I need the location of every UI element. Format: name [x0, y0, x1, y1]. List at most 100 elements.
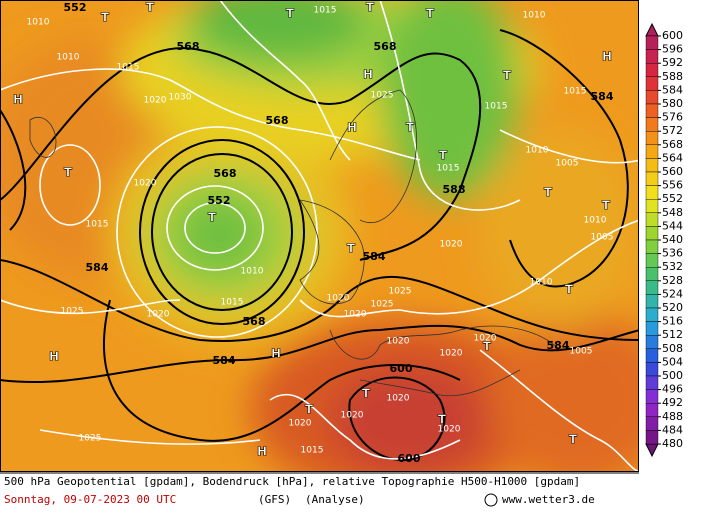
map-label: 1010 — [27, 18, 50, 28]
colorbar-tick-label: 480 — [662, 437, 683, 450]
colorbar-swatch — [645, 130, 659, 145]
colorbar-tick-label: 484 — [662, 423, 683, 436]
colorbar-swatch — [645, 294, 659, 309]
map-label: 1015 — [86, 220, 109, 230]
map-label: 552 — [208, 194, 231, 207]
colorbar-swatch — [645, 226, 659, 241]
map-label: 568 — [214, 167, 237, 180]
colorbar-tick-label: 576 — [662, 111, 683, 124]
map-label: H — [271, 347, 281, 361]
colorbar-tick-label: 552 — [662, 192, 683, 205]
colorbar-swatch — [645, 253, 659, 268]
colorbar-tick-label: 516 — [662, 315, 683, 328]
footer-model: (GFS) — [258, 493, 291, 506]
colorbar-swatch — [645, 171, 659, 186]
colorbar-tick-label: 564 — [662, 151, 683, 164]
map-label: T — [439, 149, 448, 163]
colorbar-tick-label: 500 — [662, 369, 683, 382]
map-label: T — [483, 340, 492, 354]
map-label: T — [347, 242, 356, 256]
map-label: T — [406, 121, 415, 135]
map-label: 1015 — [301, 446, 324, 456]
map-label: 1010 — [584, 216, 607, 226]
map-label: 1015 — [437, 164, 460, 174]
map-label: 1020 — [289, 419, 312, 429]
coastlines — [29, 89, 561, 397]
colorbar-swatch — [645, 280, 659, 295]
colorbar-swatch — [645, 362, 659, 377]
colorbar-tick-label: 596 — [662, 43, 683, 56]
map-label: T — [544, 186, 553, 200]
colorbar-swatch — [645, 430, 659, 445]
colorbar-tick-label: 488 — [662, 410, 683, 423]
map-label: T — [503, 69, 512, 83]
colorbar-tick-label: 580 — [662, 97, 683, 110]
colorbar-tick-label: 540 — [662, 233, 683, 246]
map-label: 1025 — [371, 300, 394, 310]
map-label: 584 — [363, 250, 386, 263]
map-label: 1020 — [327, 294, 350, 304]
map-label: 1025 — [389, 287, 412, 297]
colorbar-tick-label: 544 — [662, 219, 683, 232]
map-label: T — [602, 199, 611, 213]
footer-run: (Analyse) — [305, 493, 365, 506]
map-label: T — [569, 433, 578, 447]
colorbar-swatch — [645, 144, 659, 159]
footer-site: www.wetter3.de — [502, 493, 595, 506]
colorbar-swatch — [645, 403, 659, 418]
colorbar-swatch — [645, 416, 659, 431]
map-label: 1015 — [314, 6, 337, 16]
map-label: 600 — [398, 452, 421, 465]
map-label: 552 — [64, 1, 87, 14]
map-label: 568 — [177, 40, 200, 53]
map-label: 568 — [243, 315, 266, 328]
colorbar-tick-label: 492 — [662, 396, 683, 409]
map-label: T — [146, 1, 155, 15]
colorbar-swatch — [645, 307, 659, 322]
map-label: 1020 — [440, 240, 463, 250]
colorbar-swatch — [645, 389, 659, 404]
map-label: 568 — [266, 114, 289, 127]
map-label: H — [347, 121, 357, 135]
map-label: 1020 — [440, 349, 463, 359]
map-label: 568 — [374, 40, 397, 53]
colorbar-swatch — [645, 49, 659, 64]
colorbar: 6005965925885845805765725685645605565525… — [645, 22, 683, 458]
map-label: 1020 — [387, 394, 410, 404]
colorbar-tick-label: 572 — [662, 124, 683, 137]
map-label: 1020 — [474, 334, 497, 344]
map-label: H — [257, 445, 267, 459]
map-label: 1015 — [485, 102, 508, 112]
colorbar-swatch — [645, 35, 659, 50]
colorbar-tick-label: 528 — [662, 274, 683, 287]
map-label: 1020 — [438, 425, 461, 435]
map-label: T — [64, 166, 73, 180]
map-label: T — [362, 387, 371, 401]
colorbar-tick-label: 504 — [662, 355, 683, 368]
colorbar-tick-label: 548 — [662, 206, 683, 219]
colorbar-swatch — [645, 212, 659, 227]
footer-date: Sonntag, 09-07-2023 00 UTC — [4, 493, 176, 506]
colorbar-swatch — [645, 239, 659, 254]
colorbar-tick-label: 536 — [662, 247, 683, 260]
colorbar-tick-label: 532 — [662, 260, 683, 273]
colorbar-bottom-arrow — [645, 443, 659, 458]
colorbar-tick-label: 592 — [662, 56, 683, 69]
colorbar-swatch — [645, 348, 659, 363]
map-label: 1010 — [241, 267, 264, 277]
map-label: T — [208, 211, 217, 225]
map-label: 1030 — [169, 93, 192, 103]
geopotential-contours — [1, 29, 638, 462]
map-label: 1010 — [57, 53, 80, 63]
colorbar-tick-label: 600 — [662, 29, 683, 42]
map-label: 584 — [213, 354, 236, 367]
map-label: 584 — [86, 261, 109, 274]
map-frame — [0, 0, 639, 472]
colorbar-tick-label: 508 — [662, 342, 683, 355]
map-label: H — [49, 350, 59, 364]
colorbar-tick-label: 496 — [662, 383, 683, 396]
